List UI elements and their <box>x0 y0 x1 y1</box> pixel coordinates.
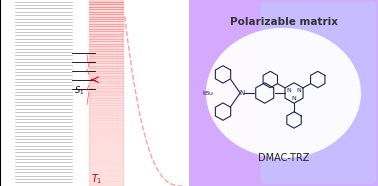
Text: $\mathsf{tBu}$: $\mathsf{tBu}$ <box>202 89 214 97</box>
Text: DMAC-TRZ: DMAC-TRZ <box>258 153 309 163</box>
FancyBboxPatch shape <box>185 0 378 186</box>
Text: $T_1$: $T_1$ <box>91 172 102 186</box>
Text: N: N <box>239 90 245 96</box>
Text: N: N <box>287 88 291 93</box>
FancyBboxPatch shape <box>261 2 376 184</box>
Text: N: N <box>292 96 296 101</box>
Text: N: N <box>297 88 301 93</box>
Text: $S_1$: $S_1$ <box>74 85 84 97</box>
Text: Polarizable matrix: Polarizable matrix <box>229 17 338 27</box>
Ellipse shape <box>206 28 361 158</box>
